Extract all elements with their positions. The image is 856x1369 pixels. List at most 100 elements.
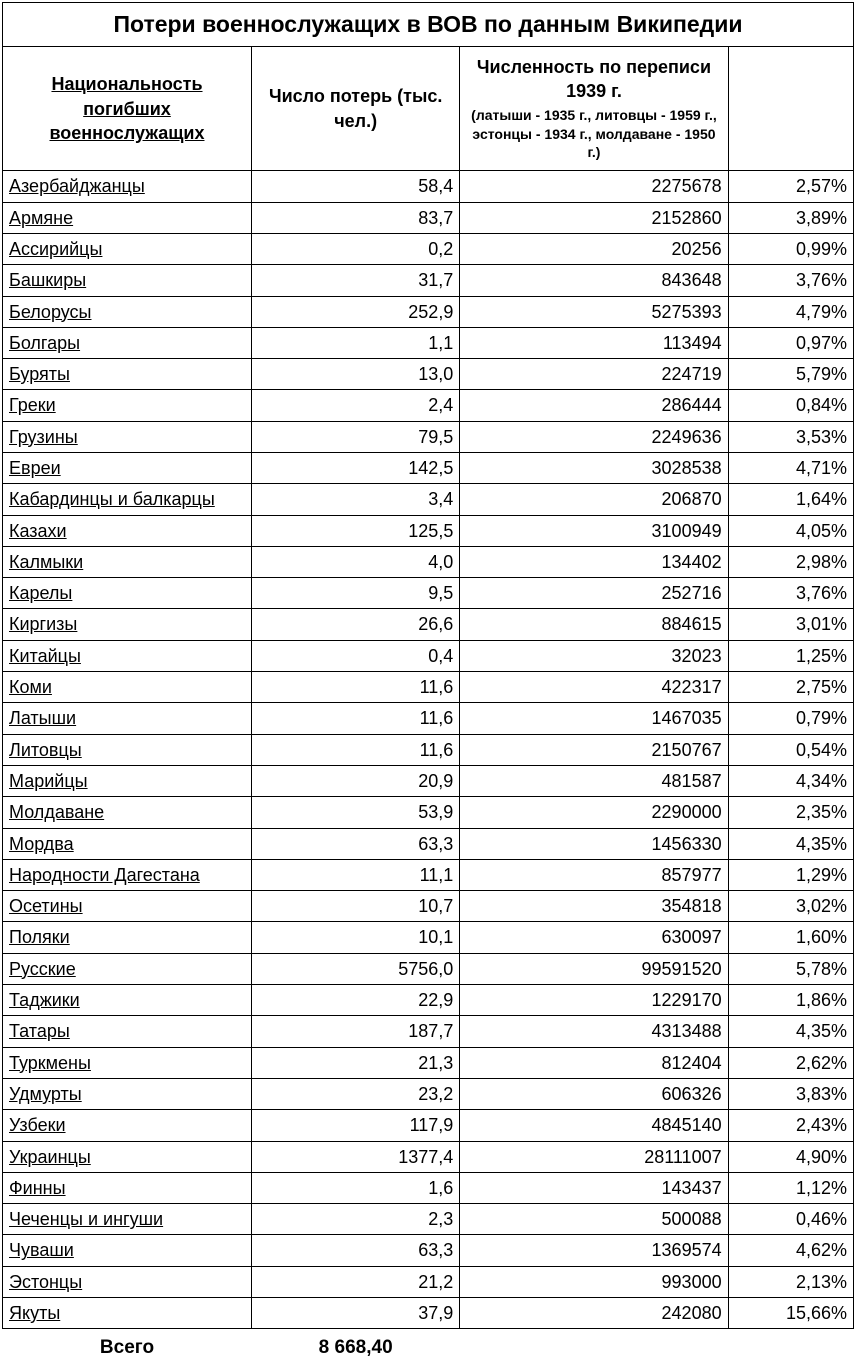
col-header-population-sub: (латыши - 1935 г., литовцы - 1959 г., эс… [466, 106, 721, 163]
table-row: Казахи125,531009494,05% [3, 515, 854, 546]
cell-percentage: 1,29% [728, 859, 853, 890]
table-header-row: Национальность погибших военнослужащих Ч… [3, 47, 854, 171]
cell-losses: 4,0 [251, 546, 459, 577]
cell-population: 500088 [460, 1204, 728, 1235]
cell-losses: 22,9 [251, 985, 459, 1016]
cell-percentage: 0,97% [728, 327, 853, 358]
cell-losses: 63,3 [251, 1235, 459, 1266]
cell-nationality: Финны [3, 1172, 252, 1203]
table-row: Коми11,64223172,75% [3, 672, 854, 703]
cell-percentage: 4,79% [728, 296, 853, 327]
cell-losses: 37,9 [251, 1298, 459, 1329]
cell-losses: 125,5 [251, 515, 459, 546]
cell-losses: 26,6 [251, 609, 459, 640]
cell-nationality: Коми [3, 672, 252, 703]
cell-nationality: Калмыки [3, 546, 252, 577]
cell-percentage: 4,90% [728, 1141, 853, 1172]
cell-population: 99591520 [460, 953, 728, 984]
cell-losses: 252,9 [251, 296, 459, 327]
cell-losses: 10,1 [251, 922, 459, 953]
cell-nationality: Ассирийцы [3, 233, 252, 264]
total-label: Всего [3, 1329, 252, 1367]
cell-population: 812404 [460, 1047, 728, 1078]
cell-nationality: Карелы [3, 578, 252, 609]
cell-percentage: 3,53% [728, 421, 853, 452]
table-row: Ассирийцы0,2202560,99% [3, 233, 854, 264]
cell-population: 28111007 [460, 1141, 728, 1172]
cell-population: 4313488 [460, 1016, 728, 1047]
col-header-population-main: Численность по переписи 1939 г. [477, 57, 711, 101]
table-row: Удмурты23,26063263,83% [3, 1078, 854, 1109]
table-row: Русские5756,0995915205,78% [3, 953, 854, 984]
cell-nationality: Туркмены [3, 1047, 252, 1078]
cell-population: 606326 [460, 1078, 728, 1109]
table-row: Кабардинцы и балкарцы3,42068701,64% [3, 484, 854, 515]
table-row: Греки2,42864440,84% [3, 390, 854, 421]
cell-nationality: Греки [3, 390, 252, 421]
table-row: Якуты37,924208015,66% [3, 1298, 854, 1329]
cell-population: 206870 [460, 484, 728, 515]
cell-losses: 9,5 [251, 578, 459, 609]
table-body: Азербайджанцы58,422756782,57%Армяне83,72… [3, 171, 854, 1329]
cell-population: 857977 [460, 859, 728, 890]
cell-losses: 2,3 [251, 1204, 459, 1235]
table-row: Таджики22,912291701,86% [3, 985, 854, 1016]
cell-nationality: Украинцы [3, 1141, 252, 1172]
table-row: Осетины10,73548183,02% [3, 891, 854, 922]
table-row: Татары187,743134884,35% [3, 1016, 854, 1047]
cell-losses: 3,4 [251, 484, 459, 515]
cell-percentage: 4,05% [728, 515, 853, 546]
table-title-row: Потери военнослужащих в ВОВ по данным Ви… [3, 3, 854, 47]
cell-nationality: Азербайджанцы [3, 171, 252, 202]
col-header-percentage [728, 47, 853, 171]
cell-population: 843648 [460, 265, 728, 296]
cell-losses: 83,7 [251, 202, 459, 233]
cell-population: 2150767 [460, 734, 728, 765]
cell-nationality: Грузины [3, 421, 252, 452]
cell-percentage: 4,62% [728, 1235, 853, 1266]
cell-nationality: Чеченцы и ингуши [3, 1204, 252, 1235]
cell-population: 286444 [460, 390, 728, 421]
total-pct-empty [728, 1329, 853, 1367]
cell-population: 242080 [460, 1298, 728, 1329]
table-row: Поляки10,16300971,60% [3, 922, 854, 953]
cell-losses: 13,0 [251, 359, 459, 390]
col-header-population: Численность по переписи 1939 г. (латыши … [460, 47, 728, 171]
table-row: Молдаване53,922900002,35% [3, 797, 854, 828]
losses-table-container: Потери военнослужащих в ВОВ по данным Ви… [0, 0, 856, 1369]
cell-percentage: 2,62% [728, 1047, 853, 1078]
table-row: Карелы9,52527163,76% [3, 578, 854, 609]
cell-losses: 63,3 [251, 828, 459, 859]
cell-nationality: Армяне [3, 202, 252, 233]
table-row: Латыши11,614670350,79% [3, 703, 854, 734]
cell-population: 1369574 [460, 1235, 728, 1266]
cell-population: 3100949 [460, 515, 728, 546]
cell-losses: 20,9 [251, 765, 459, 796]
cell-nationality: Якуты [3, 1298, 252, 1329]
col-header-losses: Число потерь (тыс. чел.) [251, 47, 459, 171]
cell-population: 2152860 [460, 202, 728, 233]
cell-population: 2290000 [460, 797, 728, 828]
cell-population: 481587 [460, 765, 728, 796]
table-row: Башкиры31,78436483,76% [3, 265, 854, 296]
table-row: Мордва63,314563304,35% [3, 828, 854, 859]
cell-nationality: Чуваши [3, 1235, 252, 1266]
cell-losses: 23,2 [251, 1078, 459, 1109]
cell-nationality: Марийцы [3, 765, 252, 796]
table-row: Калмыки4,01344022,98% [3, 546, 854, 577]
cell-population: 354818 [460, 891, 728, 922]
cell-population: 993000 [460, 1266, 728, 1297]
cell-losses: 1,6 [251, 1172, 459, 1203]
cell-losses: 11,6 [251, 703, 459, 734]
cell-percentage: 2,75% [728, 672, 853, 703]
cell-losses: 79,5 [251, 421, 459, 452]
cell-percentage: 3,83% [728, 1078, 853, 1109]
cell-population: 884615 [460, 609, 728, 640]
table-title: Потери военнослужащих в ВОВ по данным Ви… [3, 3, 854, 47]
cell-percentage: 3,01% [728, 609, 853, 640]
cell-percentage: 1,25% [728, 640, 853, 671]
cell-percentage: 0,46% [728, 1204, 853, 1235]
cell-losses: 11,1 [251, 859, 459, 890]
cell-nationality: Удмурты [3, 1078, 252, 1109]
col-header-losses-label: Число потерь (тыс. чел.) [269, 86, 442, 130]
